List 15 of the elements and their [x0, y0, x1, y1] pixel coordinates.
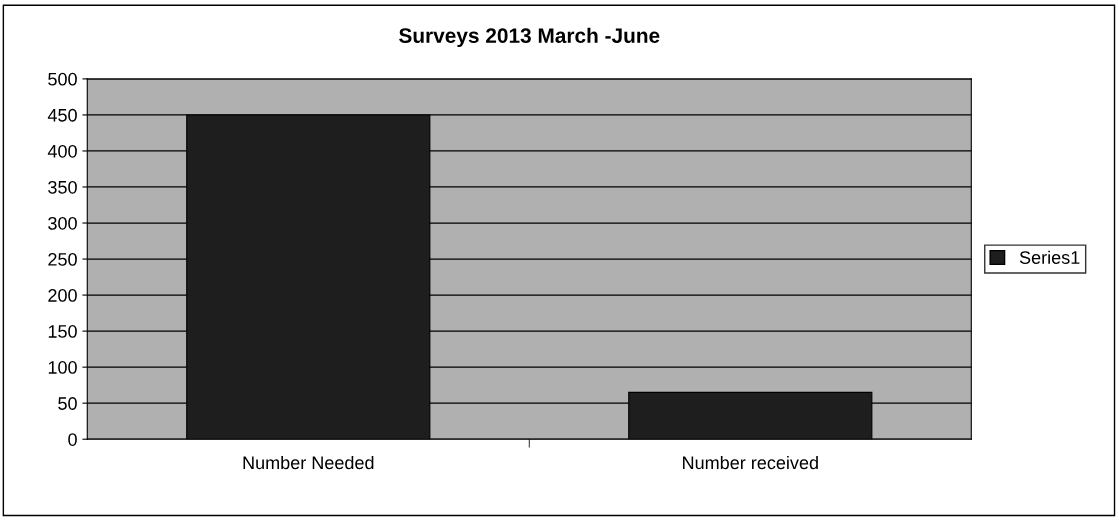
- x-tick-label: Number Needed: [243, 455, 374, 470]
- y-tick-label: 0: [68, 433, 77, 446]
- y-tick-label: 300: [48, 216, 77, 230]
- y-tick-label: 350: [48, 180, 77, 194]
- y-tick-label: 50: [58, 397, 77, 410]
- y-tick-label: 200: [48, 289, 77, 302]
- y-tick-label: 100: [48, 361, 77, 374]
- y-tick-label: 250: [48, 252, 77, 266]
- y-tick-label: 450: [47, 108, 77, 122]
- x-tick-label: Number received: [683, 455, 818, 470]
- chart-title: Surveys 2013 March -June: [399, 27, 660, 48]
- y-tick-label: 150: [48, 325, 77, 338]
- legend-label: Series1: [1019, 250, 1080, 264]
- y-tick-label: 400: [47, 144, 77, 158]
- y-tick-label: 500: [48, 72, 77, 86]
